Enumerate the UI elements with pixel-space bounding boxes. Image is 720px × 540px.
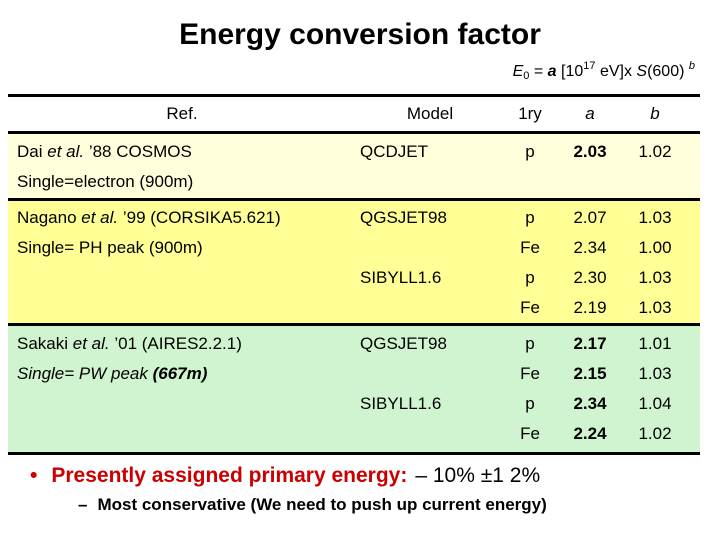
formula-E: E bbox=[512, 63, 524, 80]
primary-cell: p bbox=[525, 268, 535, 287]
ref-detail: (667m) bbox=[152, 364, 208, 383]
model-cell: QCDJET bbox=[360, 142, 428, 161]
table-row: SIBYLL1.6 p 2.30 1.03 bbox=[8, 263, 700, 293]
header-ref: Ref. bbox=[166, 104, 198, 123]
row-group-dai: Dai et al. ’88 COSMOS QCDJET p 2.03 1.02… bbox=[8, 134, 700, 201]
ref-etal: et al. bbox=[47, 142, 85, 161]
primary-cell: Fe bbox=[520, 298, 540, 317]
conversion-factor-table: Ref. Model 1ry a b Dai et al. ’88 COSMOS… bbox=[8, 94, 700, 455]
formula-argument: (600) bbox=[647, 63, 689, 80]
formula-S: S bbox=[636, 63, 648, 80]
primary-cell: p bbox=[525, 394, 535, 413]
page-title: Energy conversion factor bbox=[179, 18, 541, 51]
primary-cell: p bbox=[525, 142, 535, 161]
a-value-cell: 2.03 bbox=[573, 142, 607, 161]
ref-text: ’01 (AIRES2.2.1) bbox=[109, 334, 242, 353]
formula-unit: eV]x bbox=[595, 63, 637, 80]
formula-bracket: [10 bbox=[556, 63, 584, 80]
formula-exponent-b: b bbox=[688, 60, 695, 72]
a-value-cell: 2.07 bbox=[573, 208, 607, 227]
note-value-text: – 10% ±1 2% bbox=[415, 464, 541, 487]
row-group-nagano: Nagano et al. ’99 (CORSIKA5.621) QGSJET9… bbox=[8, 201, 700, 326]
table-row: Single=electron (900m) bbox=[8, 167, 700, 197]
model-cell: SIBYLL1.6 bbox=[360, 268, 442, 287]
table-row: SIBYLL1.6 p 2.34 1.04 bbox=[8, 389, 700, 419]
ref-cell: Single=electron (900m) bbox=[17, 172, 194, 191]
b-value-cell: 1.03 bbox=[638, 364, 672, 383]
b-value-cell: 1.00 bbox=[638, 238, 672, 257]
primary-cell: Fe bbox=[520, 424, 540, 443]
note-sub-text: Most conservative (We need to push up cu… bbox=[97, 495, 547, 514]
ref-cell: Nagano et al. ’99 (CORSIKA5.621) bbox=[8, 208, 356, 228]
a-value-cell: 2.34 bbox=[573, 238, 607, 257]
ref-etal: et al. bbox=[72, 334, 110, 353]
model-cell: SIBYLL1.6 bbox=[360, 394, 442, 413]
formula-exponent-17: 17 bbox=[583, 60, 596, 72]
b-value-cell: 1.04 bbox=[638, 394, 672, 413]
formula-a: a bbox=[547, 63, 557, 80]
model-cell: QGSJET98 bbox=[360, 208, 447, 227]
ref-etal: et al. bbox=[81, 208, 119, 227]
row-group-sakaki: Sakaki et al. ’01 (AIRES2.2.1) QGSJET98 … bbox=[8, 326, 700, 455]
energy-formula: E0 = a [1017 eV]x S(600) b bbox=[513, 60, 695, 82]
formula-subscript-0: 0 bbox=[523, 70, 530, 82]
ref-cell: Single= PW peak (667m) bbox=[8, 364, 356, 384]
a-value-cell: 2.34 bbox=[573, 394, 607, 413]
bullet-icon: • bbox=[30, 464, 38, 487]
table-row: Single= PH peak (900m) Fe 2.34 1.00 bbox=[8, 233, 700, 263]
note-red-text: Presently assigned primary energy: bbox=[51, 464, 408, 487]
table-row: Sakaki et al. ’01 (AIRES2.2.1) QGSJET98 … bbox=[8, 329, 700, 359]
primary-energy-note: • Presently assigned primary energy: – 10%… bbox=[30, 464, 540, 488]
primary-cell: Fe bbox=[520, 238, 540, 257]
a-value-cell: 2.24 bbox=[573, 424, 607, 443]
b-value-cell: 1.03 bbox=[638, 208, 672, 227]
a-value-cell: 2.17 bbox=[573, 334, 607, 353]
header-model: Model bbox=[406, 104, 454, 123]
b-value-cell: 1.01 bbox=[638, 334, 672, 353]
header-a: a bbox=[585, 104, 595, 123]
conservative-note: – Most conservative (We need to push up c… bbox=[78, 495, 547, 515]
ref-text: Sakaki bbox=[17, 334, 73, 353]
b-value-cell: 1.02 bbox=[638, 424, 672, 443]
a-value-cell: 2.15 bbox=[573, 364, 607, 383]
primary-cell: p bbox=[525, 208, 535, 227]
table-row: Fe 2.19 1.03 bbox=[8, 293, 700, 323]
primary-cell: Fe bbox=[520, 364, 540, 383]
table-row: Fe 2.24 1.02 bbox=[8, 419, 700, 449]
a-value-cell: 2.30 bbox=[573, 268, 607, 287]
table-row: Dai et al. ’88 COSMOS QCDJET p 2.03 1.02 bbox=[8, 137, 700, 167]
formula-equals: = bbox=[529, 63, 548, 80]
header-b: b bbox=[650, 104, 660, 123]
table-header-row: Ref. Model 1ry a b bbox=[8, 97, 700, 134]
ref-text: Nagano bbox=[17, 208, 82, 227]
dash-icon: – bbox=[78, 495, 88, 514]
table-row: Single= PW peak (667m) Fe 2.15 1.03 bbox=[8, 359, 700, 389]
b-value-cell: 1.03 bbox=[638, 298, 672, 317]
ref-text: Single= PW peak bbox=[17, 364, 153, 383]
header-1ry: 1ry bbox=[518, 104, 542, 123]
ref-cell: Single= PH peak (900m) bbox=[17, 238, 203, 257]
ref-cell: Dai et al. ’88 COSMOS bbox=[8, 142, 356, 162]
ref-text: Dai bbox=[17, 142, 48, 161]
ref-text: ’99 (CORSIKA5.621) bbox=[118, 208, 281, 227]
primary-cell: p bbox=[525, 334, 535, 353]
ref-cell: Sakaki et al. ’01 (AIRES2.2.1) bbox=[8, 334, 356, 354]
table-row: Nagano et al. ’99 (CORSIKA5.621) QGSJET9… bbox=[8, 203, 700, 233]
ref-text: ’88 COSMOS bbox=[84, 142, 192, 161]
model-cell: QGSJET98 bbox=[360, 334, 447, 353]
b-value-cell: 1.02 bbox=[638, 142, 672, 161]
b-value-cell: 1.03 bbox=[638, 268, 672, 287]
a-value-cell: 2.19 bbox=[573, 298, 607, 317]
